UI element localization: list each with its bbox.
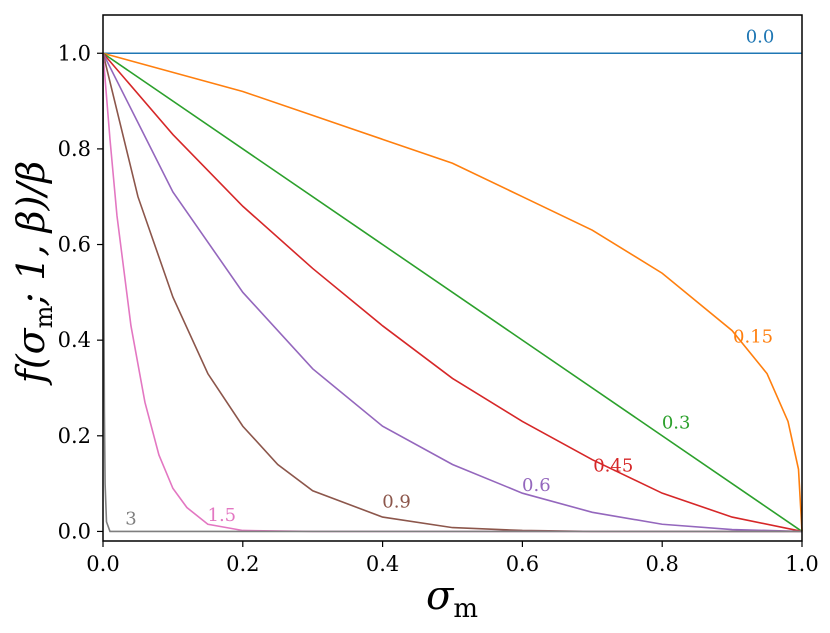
curves-group [102,52,803,533]
x-axis-label-symbol: σ [426,573,455,619]
y-axis-label-subscript: m [30,305,58,328]
x-axis-label: σm [426,573,478,624]
series-label-0-6: 0.6 [522,475,551,496]
x-tick-label: 0.6 [506,552,539,576]
series-line-0-3 [102,52,803,533]
y-tick-label: 0.0 [58,519,91,543]
series-line-0-45 [102,52,803,533]
series-label-0-9: 0.9 [382,492,411,513]
series-label-3: 3 [125,508,136,529]
series-label-1-5: 1.5 [208,505,237,526]
y-axis-ticks: 0.0 0.2 0.4 0.6 0.8 1.0 [58,41,103,543]
y-axis-label-main: f(σ [9,327,53,386]
series-line-3 [102,53,802,533]
x-tick-label: 0.4 [366,552,399,576]
x-tick-label: 0.0 [86,552,119,576]
series-line-0-15 [102,52,803,532]
series-label-0-3: 0.3 [662,413,691,434]
curve-labels-group: 0.0 0.15 0.3 0.45 0.6 0.9 1.5 3 [125,27,774,530]
y-axis-label-rest: ; 1, β)/β [9,161,53,307]
y-tick-label: 0.6 [58,233,91,257]
x-tick-label: 0.2 [226,552,259,576]
series-label-0-15: 0.15 [733,327,773,348]
series-label-0-0: 0.0 [746,27,775,48]
x-axis-label-subscript: m [453,594,478,624]
y-axis-label: f(σm; 1, β)/β [9,161,58,386]
series-label-0-45: 0.45 [593,456,633,477]
y-tick-label: 0.4 [58,328,91,352]
series-line-0-6 [102,52,803,533]
x-tick-label: 0.8 [645,552,678,576]
x-axis-ticks: 0.0 0.2 0.4 0.6 0.8 1.0 [86,541,819,576]
plot-frame [102,14,803,542]
y-tick-label: 1.0 [58,41,91,65]
x-tick-label: 1.0 [785,552,818,576]
y-tick-label: 0.2 [58,424,91,448]
y-tick-label: 0.8 [58,137,91,161]
